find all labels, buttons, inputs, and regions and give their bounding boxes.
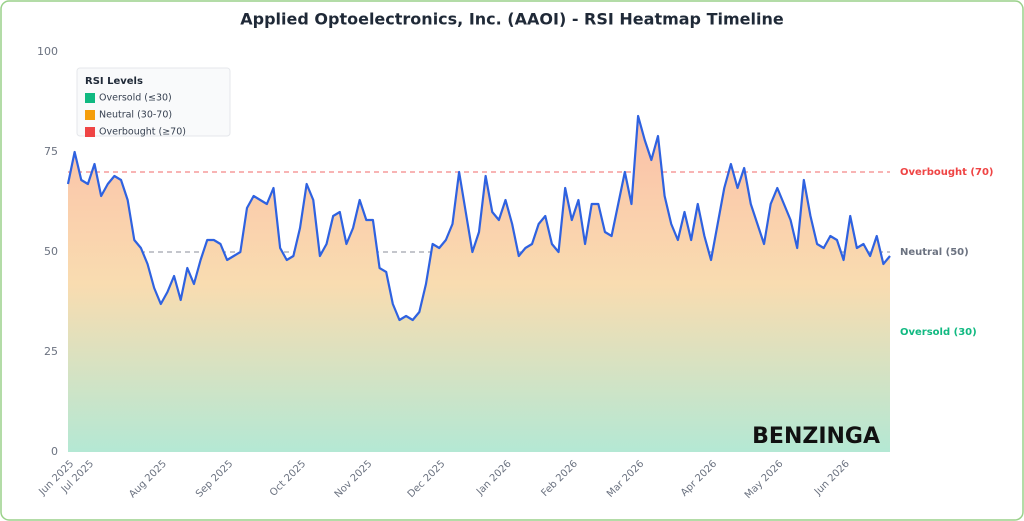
legend-label: Neutral (30-70) [99,110,172,121]
reference-label: Oversold (30) [900,327,977,338]
reference-label: Neutral (50) [900,247,969,258]
legend-swatch [85,93,95,103]
y-tick-label: 0 [51,445,58,458]
y-tick-label: 25 [44,345,58,358]
legend-swatch [85,127,95,137]
rsi-line [66,114,891,322]
legend-title: RSI Levels [85,76,143,87]
chart-title: Applied Optoelectronics, Inc. (AAOI) - R… [240,10,784,29]
y-tick-label: 100 [37,45,58,58]
y-tick-label: 50 [44,245,58,258]
watermark: BENZINGA [752,424,880,449]
legend: RSI Levels Oversold (≤30) Neutral (30-70) O… [76,67,231,138]
y-tick-label: 75 [44,145,58,158]
legend-swatch [85,110,95,120]
legend-label: Oversold (≤30) [99,93,172,104]
reference-label: Overbought (70) [900,167,993,178]
area-fill [68,116,890,452]
legend-label: Overbought (≥70) [99,127,186,138]
legend-box [76,67,231,137]
